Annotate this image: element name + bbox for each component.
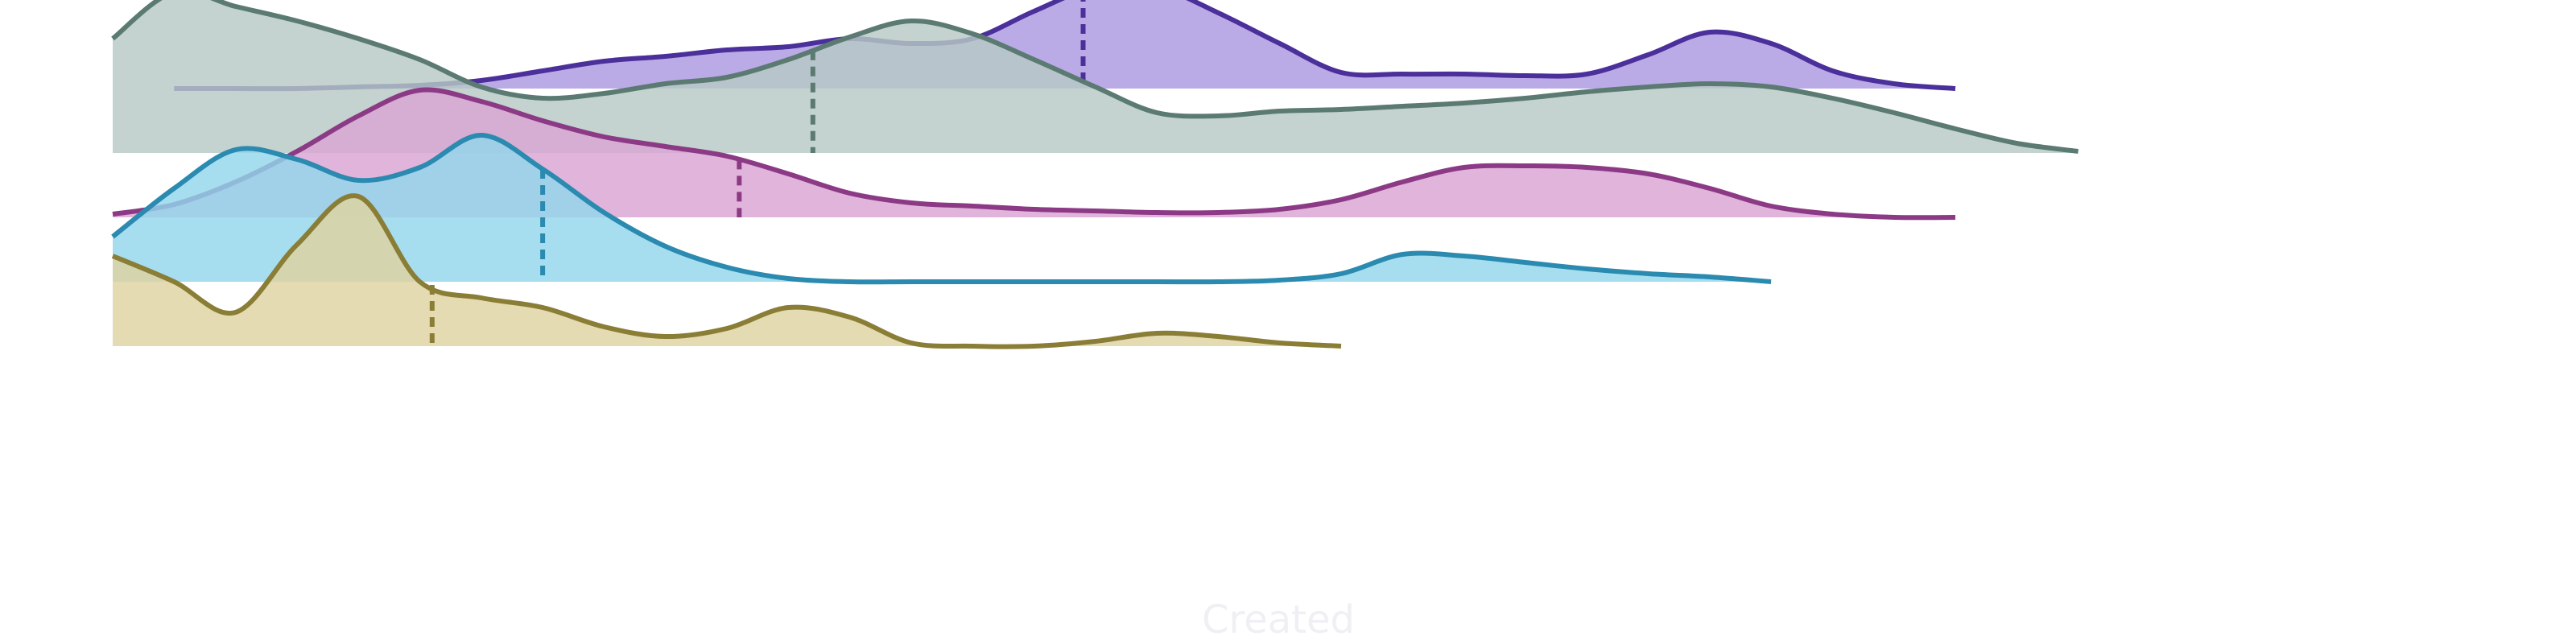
ridge-line-3	[112, 87, 1956, 221]
x-axis-label: Created	[1202, 597, 1355, 642]
ridge-area-5	[113, 196, 1341, 347]
ridge-area-2	[113, 0, 2079, 153]
ridge-series-1	[174, 0, 1956, 92]
ridge-line-2	[111, 0, 2079, 154]
ridge-line-4	[111, 132, 1772, 285]
ridge-series-3	[112, 87, 1956, 221]
ridge-series-4	[111, 132, 1772, 285]
ridge-area-4	[113, 134, 1772, 283]
ridge-line-1	[174, 0, 1956, 92]
ridge-series-2	[111, 0, 2079, 154]
ridge-area-3	[113, 89, 1955, 218]
ridge-series-5	[111, 193, 1342, 349]
ridges	[111, 0, 2079, 349]
ridge-area-1	[174, 0, 1955, 89]
ridge-line-5	[111, 193, 1342, 349]
